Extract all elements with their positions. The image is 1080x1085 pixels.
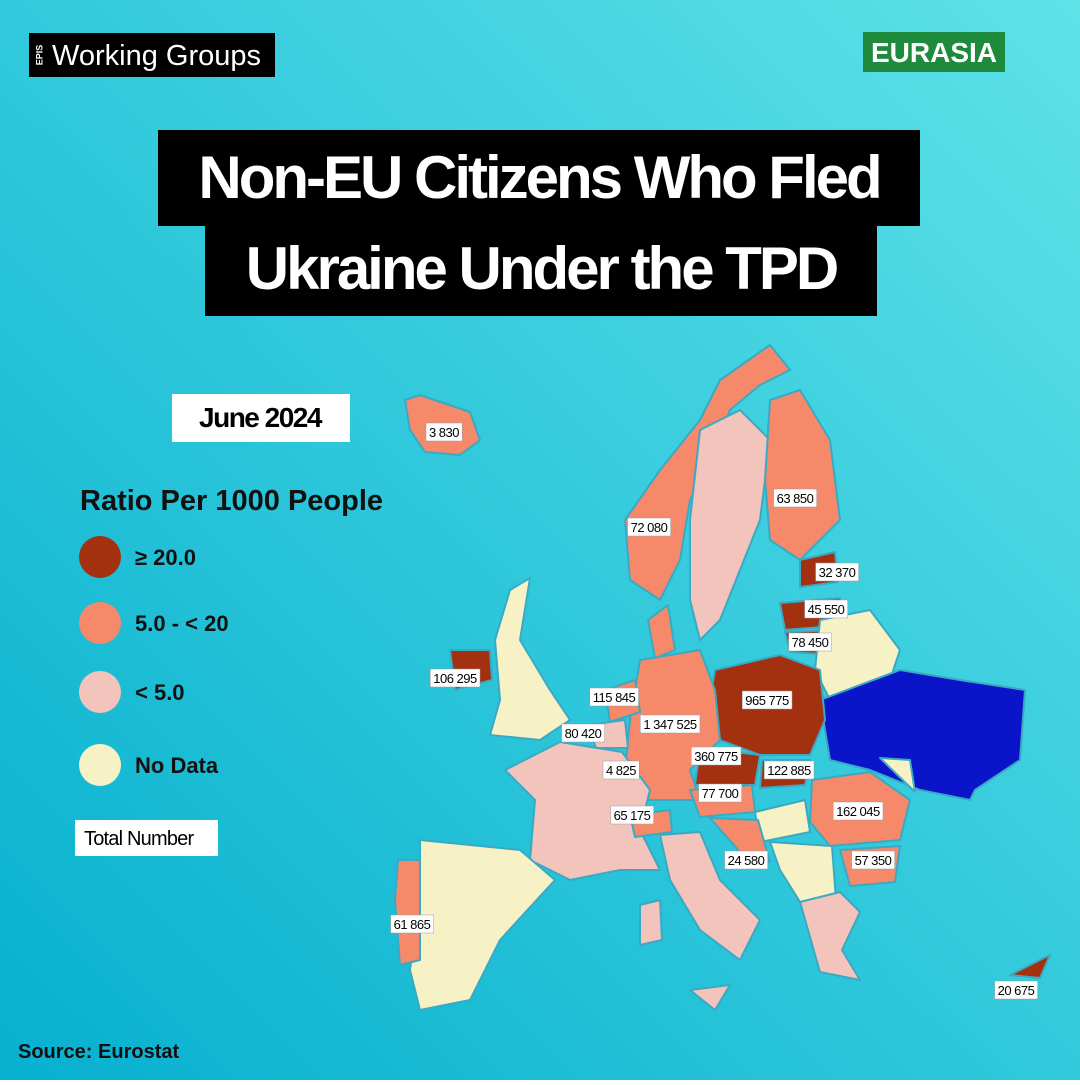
- legend-label: No Data: [135, 753, 219, 778]
- map-label: 122 885: [767, 763, 811, 778]
- label-box: [788, 632, 832, 652]
- label-box: [691, 746, 742, 766]
- brand-box: [29, 33, 275, 77]
- label-box: [425, 422, 463, 442]
- label-box: [589, 687, 639, 707]
- legend-swatch: [79, 536, 121, 578]
- country: [639, 899, 663, 946]
- map-label: 65 175: [614, 808, 651, 823]
- legend: ≥ 20.0 5.0 - < 20 < 5.0 No Data: [79, 536, 229, 786]
- country: [879, 757, 916, 793]
- label-box: [640, 714, 701, 734]
- label-box: [742, 690, 793, 710]
- map-label: 57 350: [855, 853, 892, 868]
- map: 3 830 72 080 63 850 32 370 45 550 78 450 106 2…: [390, 344, 1051, 1011]
- label-box: [430, 668, 481, 688]
- map-label: 80 420: [565, 726, 602, 741]
- label-box: [804, 599, 848, 619]
- date-box: [172, 394, 350, 442]
- map-label: 32 370: [819, 565, 856, 580]
- map-label: 24 580: [728, 853, 765, 868]
- map-label: 3 830: [429, 425, 459, 440]
- title-box: [158, 130, 920, 226]
- country: [489, 577, 571, 741]
- legend-label: 5.0 - < 20: [135, 611, 229, 636]
- title-box: [205, 222, 877, 316]
- country: [647, 604, 676, 659]
- label-box: [994, 980, 1038, 1000]
- legend-swatch: [79, 744, 121, 786]
- label-box: [602, 760, 640, 780]
- country: [764, 389, 841, 561]
- label-box: [724, 850, 768, 870]
- country: [689, 409, 771, 641]
- legend-swatch: [79, 602, 121, 644]
- title: Non-EU Citizens Who Fled: [198, 144, 879, 211]
- total-box: [75, 820, 218, 856]
- map-label: 61 865: [394, 917, 431, 932]
- label-box: [815, 562, 859, 582]
- country: [799, 891, 861, 981]
- brand: Working Groups: [52, 40, 261, 72]
- country: [1009, 954, 1051, 979]
- legend-label: ≥ 20.0: [135, 545, 196, 570]
- country: [659, 831, 761, 961]
- legend-title: Ratio Per 1000 People: [80, 485, 383, 517]
- label-box: [698, 783, 742, 803]
- label-box: [764, 760, 815, 780]
- map-label: 360 775: [694, 749, 738, 764]
- map-label: 106 295: [433, 671, 477, 686]
- map-label: 63 850: [777, 491, 814, 506]
- legend-swatch: [79, 671, 121, 713]
- label-box: [833, 801, 884, 821]
- map-label: 4 825: [606, 763, 636, 778]
- map-label: 1 347 525: [643, 717, 697, 732]
- label-box: [561, 723, 605, 743]
- map-label: 45 550: [808, 602, 845, 617]
- tag-box: [863, 32, 1005, 72]
- country: [689, 984, 731, 1011]
- map-label: 162 045: [836, 804, 880, 819]
- date: June 2024: [199, 402, 323, 433]
- total-label: Total Number: [84, 828, 194, 850]
- map-label: 20 675: [998, 983, 1035, 998]
- label-box: [851, 850, 895, 870]
- tag: EURASIA: [871, 37, 997, 68]
- label-box: [627, 517, 671, 537]
- brand-mark: EPIS: [34, 45, 44, 66]
- map-label: 77 700: [702, 786, 739, 801]
- country: [394, 859, 421, 966]
- label-box: [390, 914, 434, 934]
- map-label: 72 080: [631, 520, 668, 535]
- map-label: 965 775: [745, 693, 789, 708]
- label-box: [610, 805, 654, 825]
- title: Ukraine Under the TPD: [246, 235, 837, 302]
- label-box: [773, 488, 817, 508]
- source: Source: Eurostat: [18, 1041, 179, 1063]
- map-label: 78 450: [792, 635, 829, 650]
- country: [819, 669, 1026, 801]
- map-label: 115 845: [593, 690, 636, 705]
- legend-label: < 5.0: [135, 680, 185, 705]
